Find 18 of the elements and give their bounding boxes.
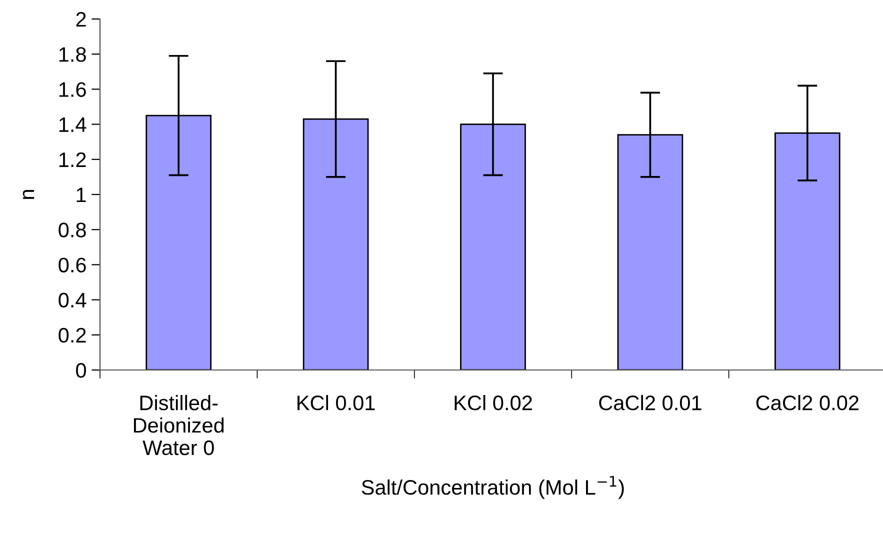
y-tick-label: 1.4	[59, 118, 86, 132]
x-tick-label: Distilled- Deionized Water 0	[134, 395, 224, 456]
y-tick-label: 0	[76, 363, 86, 378]
y-axis-title: n	[22, 190, 34, 199]
y-tick-label: 0.8	[58, 222, 86, 238]
x-tick-label: CaCl2 0.02	[756, 395, 858, 410]
x-axis-title: Salt/Concentration (Mol L$^{−1}$)	[362, 476, 624, 499]
y-tick-label: 1.2	[59, 152, 86, 167]
x-tick-label: KCl 0.01	[298, 395, 375, 410]
y-tick-label: 1	[76, 188, 86, 202]
y-tick-label: 1.6	[59, 82, 86, 97]
y-tick-label: 0.2	[58, 328, 86, 343]
y-tick-label: 1.8	[59, 47, 86, 62]
y-tick-label: 0.6	[58, 258, 86, 272]
y-tick-label: 2	[76, 12, 86, 27]
x-tick-label: CaCl2 0.01	[599, 395, 702, 410]
y-tick-label: 0.4	[58, 292, 86, 308]
x-tick-label: KCl 0.02	[454, 395, 532, 410]
